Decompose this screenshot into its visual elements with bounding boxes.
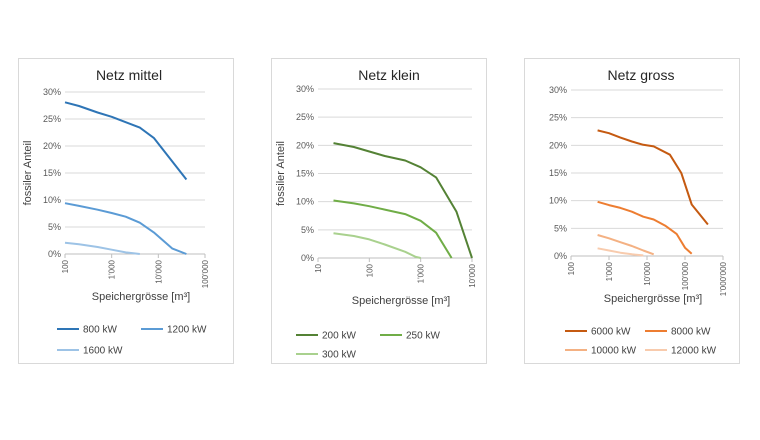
legend-label: 12000 kW (671, 346, 717, 357)
x-tick-label: 100 (61, 259, 70, 273)
y-tick-label: 25% (43, 114, 61, 124)
chart-netz-mittel: Netz mittel 0% 5% 10% 15% 20% 25% 30% 100 1'000 10… (22, 67, 210, 357)
y-tick-label: 5% (48, 222, 61, 232)
legend-label: 10000 kW (591, 346, 637, 357)
x-tick-label: 10'000 (154, 259, 163, 283)
legend-item-1200-kw: 1200 kW (141, 325, 207, 336)
x-axis-label: Speichergrösse [m³] (352, 295, 450, 307)
chart-panel-netz-klein: Netz klein 0% 5% 10% 15% 20% 25% 30% 10 100 1'000 1… (271, 58, 487, 364)
x-tick-label: 10'000 (643, 261, 652, 285)
chart-panel-netz-gross: Netz gross 0% 5% 10% 15% 20% 25% 30% 100 1'000 10'… (524, 58, 740, 364)
y-tick-label: 0% (48, 249, 61, 259)
y-axis-label: fossiler Anteil (22, 141, 34, 206)
x-axis-label: Speichergrösse [m³] (604, 293, 702, 305)
x-tick-label: 100 (365, 263, 374, 277)
legend-item-800-kw: 800 kW (57, 325, 117, 336)
legend-item-10000-kw: 10000 kW (565, 346, 637, 357)
legend-label: 250 kW (406, 331, 440, 342)
series-line-6000-kw (597, 129, 709, 226)
y-tick-label: 15% (549, 168, 567, 178)
chart-title: Netz mittel (96, 67, 162, 83)
x-tick-label: 1'000 (417, 263, 426, 283)
legend-item-12000-kw: 12000 kW (645, 346, 717, 357)
x-axis-label: Speichergrösse [m³] (92, 291, 190, 303)
y-tick-label: 10% (296, 197, 314, 207)
x-tick-label: 10 (314, 263, 323, 272)
y-tick-label: 0% (301, 253, 314, 263)
x-tick-label: 100 (567, 261, 576, 275)
y-tick-label: 30% (549, 85, 567, 95)
legend-label: 200 kW (322, 331, 356, 342)
y-tick-label: 20% (296, 140, 314, 150)
y-tick-label: 20% (549, 140, 567, 150)
y-tick-label: 10% (549, 196, 567, 206)
chart-netz-gross: Netz gross 0% 5% 10% 15% 20% 25% 30% 100 1'000 10'… (549, 67, 728, 357)
series-line-1600-kw (64, 241, 140, 255)
legend-label: 300 kW (322, 350, 356, 361)
legend-label: 800 kW (83, 325, 117, 336)
y-tick-label: 30% (296, 84, 314, 94)
x-tick-label: 1'000 (108, 259, 117, 279)
legend-item-6000-kw: 6000 kW (565, 327, 631, 338)
series-line-300-kw (333, 232, 421, 259)
legend-item-300-kw: 300 kW (296, 350, 356, 361)
y-tick-label: 25% (296, 112, 314, 122)
legend-item-250-kw: 250 kW (380, 331, 440, 342)
y-tick-label: 5% (554, 223, 567, 233)
series-line-250-kw (333, 199, 453, 259)
y-tick-label: 15% (296, 169, 314, 179)
y-tick-label: 20% (43, 141, 61, 151)
y-tick-label: 0% (554, 251, 567, 261)
series-line-12000-kw (597, 247, 644, 257)
y-tick-label: 25% (549, 113, 567, 123)
x-tick-label: 100'000 (681, 261, 690, 290)
series-line-10000-kw (597, 234, 655, 256)
x-tick-label: 1'000'000 (719, 261, 728, 296)
legend-item-200-kw: 200 kW (296, 331, 356, 342)
chart-title: Netz gross (608, 67, 675, 83)
chart-netz-klein: Netz klein 0% 5% 10% 15% 20% 25% 30% 10 100 1'000 1… (275, 67, 477, 361)
legend-label: 1200 kW (167, 325, 207, 336)
legend-item-8000-kw: 8000 kW (645, 327, 711, 338)
x-tick-label: 100'000 (201, 259, 210, 288)
legend-item-1600-kw: 1600 kW (57, 346, 123, 357)
legend-label: 8000 kW (671, 327, 711, 338)
y-tick-label: 15% (43, 168, 61, 178)
legend-label: 1600 kW (83, 346, 123, 357)
y-axis-label: fossiler Anteil (275, 141, 287, 206)
y-tick-label: 5% (301, 225, 314, 235)
series-line-1200-kw (64, 202, 187, 255)
y-tick-label: 10% (43, 195, 61, 205)
legend-label: 6000 kW (591, 327, 631, 338)
series-line-8000-kw (597, 200, 693, 255)
x-tick-label: 10'000 (468, 263, 477, 287)
chart-title: Netz klein (358, 67, 419, 83)
series-line-200-kw (333, 142, 473, 259)
x-tick-label: 1'000 (605, 261, 614, 281)
chart-panel-netz-mittel: Netz mittel 0% 5% 10% 15% 20% 25% 30% 100 1'000 10… (18, 58, 234, 364)
y-tick-label: 30% (43, 87, 61, 97)
series-line-800-kw (64, 101, 188, 181)
